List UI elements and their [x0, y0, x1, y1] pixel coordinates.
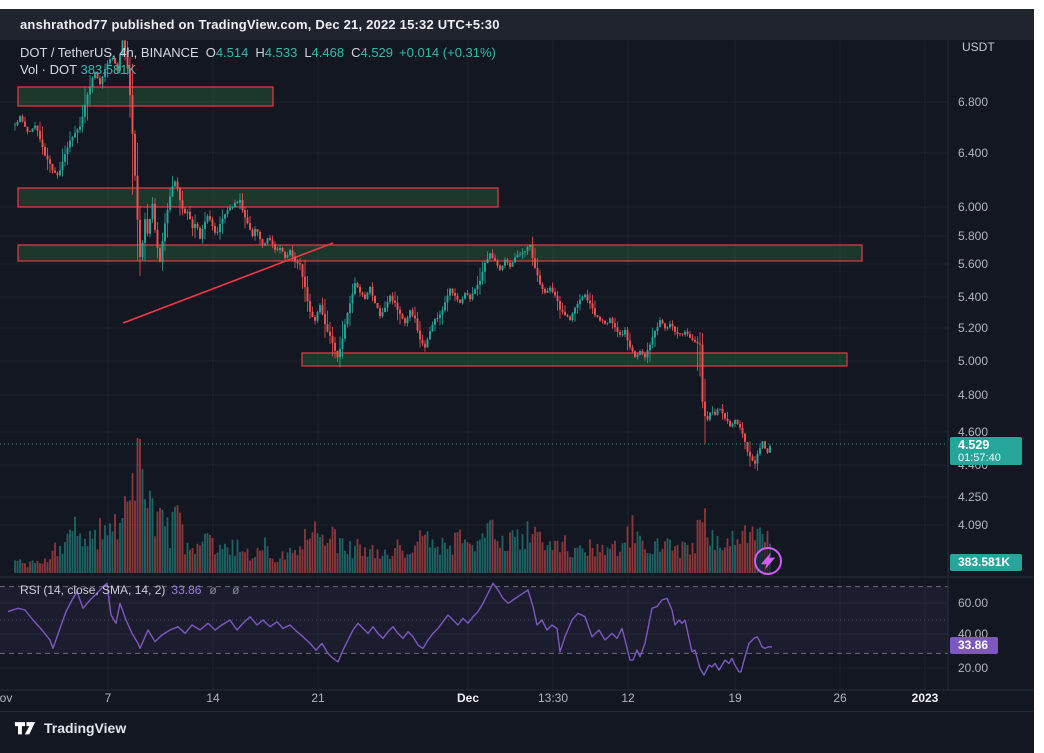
price-tick-label: 5.800 — [958, 229, 989, 243]
time-tick-label: Dec — [456, 691, 480, 705]
supply-demand-zone — [17, 86, 274, 107]
volume-legend: Vol · DOT 383.581K — [20, 62, 136, 77]
rsi-title[interactable]: RSI (14, close, SMA, 14, 2) — [20, 583, 166, 597]
supply-demand-zone — [17, 244, 863, 262]
volume-badge: 383.581K — [950, 554, 1022, 571]
rsi-value: 33.86 — [171, 583, 202, 597]
time-tick-label: 13:30 — [537, 691, 569, 705]
tradingview-chart-snapshot: anshrathod77 published on TradingView.co… — [0, 9, 1034, 753]
last-price-badge: 4.529 01:57:40 — [950, 437, 1022, 465]
rsi-legend: RSI (14, close, SMA, 14, 2) 33.86 ø ø — [20, 583, 245, 597]
ohlc-values: O4.514 H4.533 L4.468 C4.529 — [199, 45, 393, 60]
price-tick-label: 5.000 — [958, 354, 989, 368]
rsi-line — [7, 582, 773, 676]
supply-demand-zone — [301, 352, 848, 367]
rsi-badge: 33.86 — [950, 637, 998, 654]
candle-bodies-down — [21, 40, 769, 464]
volume-bars-down — [21, 438, 769, 573]
rsi-band — [0, 586, 948, 654]
tradingview-logo-icon[interactable] — [14, 720, 36, 737]
time-tick-label: 19 — [728, 691, 742, 705]
chart-drawing[interactable] — [0, 9, 1034, 753]
last-price-value: 4.529 — [958, 438, 990, 452]
footer: TradingView — [0, 711, 1034, 753]
time-tick-label: 12 — [621, 691, 635, 705]
ohlc-key: L — [304, 45, 312, 60]
bar-countdown: 01:57:40 — [958, 452, 1001, 464]
ohlc-value: 4.529 — [360, 45, 394, 60]
rsi-tick-label: 20.00 — [958, 661, 989, 675]
price-tick-label: 4.090 — [958, 518, 989, 532]
price-tick-label: 5.200 — [958, 321, 989, 335]
time-tick-label: 26 — [833, 691, 847, 705]
boost-button[interactable] — [754, 547, 782, 575]
price-tick-label: 6.400 — [958, 146, 989, 160]
lightning-icon — [760, 552, 776, 570]
ohlc-value: 4.468 — [311, 45, 345, 60]
footer-brand[interactable]: TradingView — [44, 720, 127, 736]
time-tick-label: 7 — [104, 691, 112, 705]
rsi-hidden-icons[interactable]: ø ø — [209, 583, 246, 597]
time-tick-label: 14 — [206, 691, 220, 705]
ohlc-key: O — [205, 45, 216, 60]
time-tick-label: 21 — [311, 691, 325, 705]
ohlc-value: 4.514 — [215, 45, 249, 60]
price-tick-label: 6.000 — [958, 200, 989, 214]
price-tick-label: 4.600 — [958, 425, 989, 439]
supply-demand-zone — [17, 187, 499, 208]
symbol-title[interactable]: DOT / TetherUS, 4h, BINANCE — [20, 45, 199, 60]
candle-bodies-up — [14, 40, 771, 464]
time-tick-label: ov — [0, 691, 13, 705]
price-tick-label: 6.800 — [958, 95, 989, 109]
volume-value: 383.581K — [80, 62, 137, 77]
price-tick-label: 5.600 — [958, 257, 989, 271]
volume-bars-up — [14, 469, 771, 573]
price-axis-currency: USDT — [962, 40, 995, 54]
trendline — [122, 242, 334, 324]
time-tick-label: 2023 — [911, 691, 939, 705]
volume-label: Vol · DOT — [20, 62, 77, 77]
price-tick-label: 4.250 — [958, 490, 989, 504]
price-tick-label: 5.400 — [958, 290, 989, 304]
price-tick-label: 4.800 — [958, 388, 989, 402]
ohlc-key: C — [351, 45, 361, 60]
ohlc-value: 4.533 — [264, 45, 298, 60]
change-value: +0.014 (+0.31%) — [399, 45, 496, 60]
symbol-legend: DOT / TetherUS, 4h, BINANCE O4.514 H4.533 L… — [20, 45, 496, 60]
attribution-bar: anshrathod77 published on TradingView.co… — [0, 9, 1034, 40]
ohlc-key: H — [255, 45, 265, 60]
attribution-text: anshrathod77 published on TradingView.co… — [20, 17, 500, 32]
rsi-tick-label: 60.00 — [958, 596, 989, 610]
